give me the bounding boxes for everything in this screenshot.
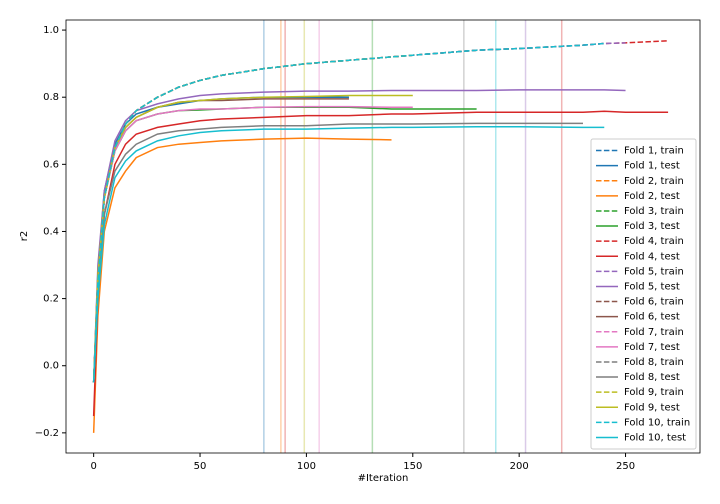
legend-label: Fold 4, train [624, 236, 684, 247]
y-tick-label: 0.6 [43, 159, 59, 170]
x-tick-label: 100 [297, 461, 316, 472]
legend-label: Fold 9, train [624, 387, 684, 398]
y-tick-label: 0.2 [43, 294, 59, 305]
series-line [92, 54, 413, 383]
legend-box [590, 138, 697, 450]
legend-label: Fold 3, test [624, 221, 680, 232]
y-tick-label: 0.4 [43, 226, 59, 237]
series-line [92, 56, 392, 383]
legend-label: Fold 6, train [624, 297, 684, 308]
series-line [92, 125, 605, 383]
legend-label: Fold 3, train [624, 206, 684, 217]
x-tick-label: 50 [194, 461, 207, 472]
y-axis-label: r2 [19, 231, 30, 241]
legend-label: Fold 2, test [624, 191, 680, 202]
series-line [92, 42, 626, 383]
series-line [92, 137, 392, 433]
series-line [92, 89, 626, 383]
y-tick-label: 0.8 [43, 92, 59, 103]
series-line [92, 54, 413, 383]
series-line [92, 94, 413, 383]
x-tick-label: 150 [403, 461, 422, 472]
y-tick-label: −0.2 [35, 428, 59, 439]
x-tick-label: 0 [90, 461, 96, 472]
legend-label: Fold 8, test [624, 372, 680, 383]
series-line [92, 40, 669, 383]
legend-label: Fold 6, test [624, 312, 680, 323]
y-tick-label: 1.0 [43, 25, 59, 36]
legend-label: Fold 10, test [624, 432, 686, 443]
legend-label: Fold 5, train [624, 266, 684, 277]
legend-label: Fold 7, test [624, 342, 680, 353]
legend-label: Fold 2, train [624, 176, 684, 187]
plot-frame [65, 19, 701, 454]
legend-label: Fold 10, train [624, 417, 690, 428]
legend-label: Fold 1, test [624, 161, 680, 172]
legend-label: Fold 5, test [624, 281, 680, 292]
x-tick-label: 250 [616, 461, 635, 472]
series-line [92, 110, 669, 417]
legend-label: Fold 4, test [624, 251, 680, 262]
y-tick-label: 0.0 [43, 361, 59, 372]
legend: Fold 1, train Fold 1, test Fold 2, train Fo… [590, 138, 697, 450]
series-line [92, 42, 605, 383]
series-line [92, 96, 349, 383]
series-line [92, 42, 605, 383]
x-tick-label: 200 [510, 461, 529, 472]
x-axis-label: #Iteration [358, 473, 409, 484]
legend-label: Fold 7, train [624, 327, 684, 338]
legend-label: Fold 9, test [624, 402, 680, 413]
legend-label: Fold 1, train [624, 146, 684, 157]
series-line [92, 122, 583, 383]
legend-label: Fold 8, train [624, 357, 684, 368]
